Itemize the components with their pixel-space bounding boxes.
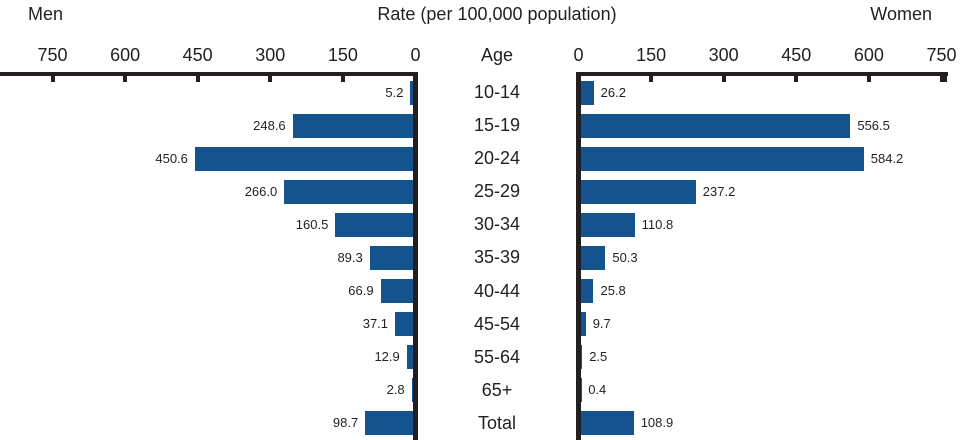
men-axis-tick-label: 150 bbox=[327, 45, 358, 65]
women-axis-tick-label: 750 bbox=[926, 45, 957, 65]
men-value-label: 266.0 bbox=[244, 183, 278, 199]
women-axis-tick-label: 600 bbox=[853, 45, 884, 65]
men-axis-tick bbox=[268, 76, 273, 82]
women-axis-tick bbox=[721, 76, 726, 82]
women-axis-tick-label: 300 bbox=[708, 45, 739, 65]
men-axis-tick-label: 300 bbox=[255, 45, 286, 65]
men-value-label: 160.5 bbox=[295, 216, 329, 232]
men-zero-baseline bbox=[413, 72, 418, 440]
men-axis-tick bbox=[123, 76, 128, 82]
age-category-label: 15-19 bbox=[473, 115, 521, 136]
women-series-header: Women bbox=[870, 4, 932, 24]
age-category-label: 25-29 bbox=[473, 181, 521, 202]
men-axis-tick bbox=[195, 76, 200, 82]
men-value-label: 5.2 bbox=[385, 84, 404, 100]
men-bar bbox=[284, 179, 413, 204]
women-value-label: 26.2 bbox=[600, 84, 626, 100]
men-axis-tick-label: 450 bbox=[182, 45, 213, 65]
men-value-label: 2.8 bbox=[386, 382, 405, 398]
women-bar bbox=[581, 279, 594, 304]
men-bar bbox=[365, 411, 413, 436]
age-category-label: 20-24 bbox=[473, 148, 521, 169]
women-value-label: 9.7 bbox=[592, 316, 611, 332]
men-bar bbox=[395, 312, 413, 337]
men-axis-tick-label: 0 bbox=[410, 45, 421, 65]
men-bar bbox=[411, 378, 413, 403]
age-category-label: 65+ bbox=[481, 379, 513, 400]
men-axis-tick-label: 600 bbox=[110, 45, 141, 65]
men-bar bbox=[194, 146, 413, 171]
age-axis-header: Age bbox=[480, 45, 514, 65]
women-value-label: 556.5 bbox=[857, 117, 890, 133]
women-axis-tick-label: 450 bbox=[781, 45, 812, 65]
women-axis-end-tick bbox=[943, 76, 947, 82]
men-value-label: 12.9 bbox=[374, 349, 400, 365]
age-category-label: 30-34 bbox=[473, 214, 521, 235]
women-value-label: 237.2 bbox=[702, 183, 736, 199]
chart-title: Rate (per 100,000 population) bbox=[377, 4, 617, 24]
men-series-header: Men bbox=[28, 4, 64, 24]
women-value-label: 0.4 bbox=[588, 382, 607, 398]
men-axis-tick bbox=[340, 76, 345, 82]
men-bar bbox=[380, 279, 413, 304]
women-zero-baseline bbox=[576, 72, 581, 440]
women-value-label: 584.2 bbox=[870, 150, 904, 166]
men-axis-tick bbox=[50, 76, 55, 82]
women-axis-tick bbox=[939, 76, 944, 82]
women-axis-line bbox=[576, 72, 948, 76]
women-bar bbox=[581, 411, 634, 436]
women-value-label: 108.9 bbox=[640, 415, 674, 431]
men-axis-tick-label: 750 bbox=[37, 45, 68, 65]
women-bar bbox=[581, 146, 864, 171]
women-value-label: 110.8 bbox=[641, 216, 674, 232]
women-bar bbox=[581, 179, 696, 204]
women-axis-tick-label: 0 bbox=[573, 45, 584, 65]
men-bar bbox=[410, 80, 413, 105]
age-category-label: 10-14 bbox=[473, 82, 521, 102]
men-value-label: 66.9 bbox=[348, 283, 374, 299]
men-bar bbox=[369, 245, 413, 270]
women-axis-tick bbox=[794, 76, 799, 82]
women-bar bbox=[581, 245, 606, 270]
age-category-label: 55-64 bbox=[473, 346, 521, 367]
women-bar bbox=[581, 345, 583, 370]
men-bar bbox=[292, 113, 413, 138]
men-bar bbox=[335, 212, 413, 237]
men-value-label: 98.7 bbox=[332, 415, 359, 431]
women-bar bbox=[581, 212, 635, 237]
age-category-label: 45-54 bbox=[473, 313, 521, 334]
age-category-label: Total bbox=[477, 412, 517, 433]
men-bar bbox=[406, 345, 413, 370]
men-value-label: 450.6 bbox=[155, 150, 188, 166]
women-bar bbox=[581, 80, 594, 105]
age-category-label: 35-39 bbox=[473, 247, 521, 268]
women-value-label: 2.5 bbox=[589, 349, 608, 365]
men-axis-line bbox=[0, 72, 418, 76]
women-bar bbox=[581, 312, 586, 337]
women-bar bbox=[581, 113, 851, 138]
age-category-label: 40-44 bbox=[473, 280, 521, 301]
men-value-label: 89.3 bbox=[337, 249, 363, 265]
women-value-label: 25.8 bbox=[600, 283, 626, 299]
men-value-label: 248.6 bbox=[253, 117, 286, 133]
women-axis-tick bbox=[649, 76, 654, 82]
men-value-label: 37.1 bbox=[362, 316, 389, 332]
women-axis-tick bbox=[866, 76, 871, 82]
women-axis-tick-label: 150 bbox=[636, 45, 667, 65]
women-value-label: 50.3 bbox=[612, 249, 638, 265]
